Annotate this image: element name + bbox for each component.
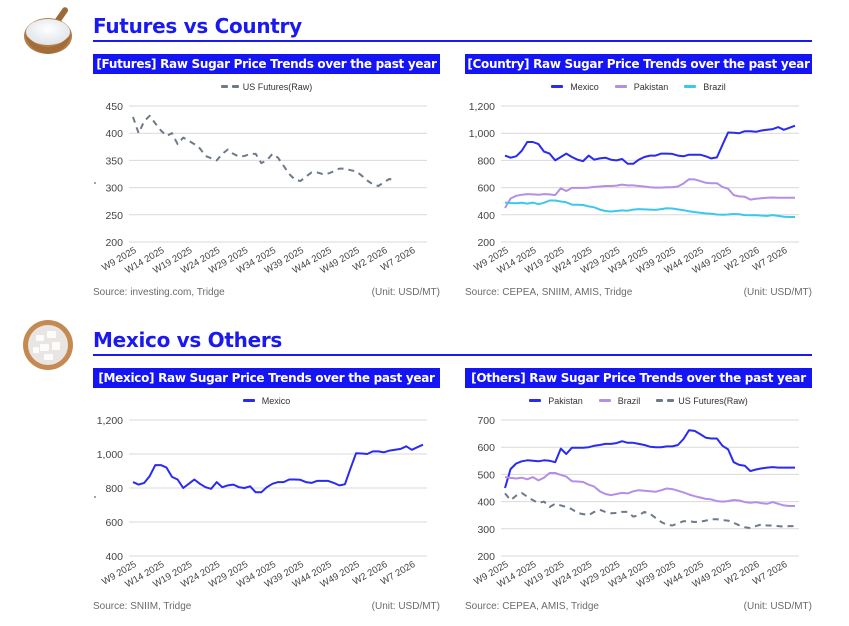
legend-swatch: [614, 85, 627, 88]
y-tick-label: 300: [105, 183, 123, 195]
y-tick-label: 600: [105, 517, 123, 529]
chart-panel-mexico: [Mexico] Raw Sugar Price Trends over the…: [93, 368, 440, 612]
section-divider: [93, 354, 812, 356]
section-title-mexico-vs-others: Mexico vs Others: [93, 328, 283, 352]
legend-swatch: [551, 85, 564, 88]
stray-dot: [94, 496, 96, 498]
y-tick-label: 600: [477, 183, 495, 195]
unit-note: (Unit: USD/MT): [743, 601, 812, 612]
legend-label: Brazil: [703, 81, 726, 92]
series-line-us-futures-raw: [504, 491, 795, 529]
source-note: Source: investing.com, Tridge: [93, 287, 225, 298]
series-line-pakistan: [504, 178, 795, 209]
rock-sugar-bowl-icon: [22, 317, 78, 373]
source-note: Source: CEPEA, SNIIM, AMIS, Tridge: [465, 287, 633, 298]
y-tick-label: 400: [105, 551, 123, 563]
chart-title: [Others] Raw Sugar Price Trends over the…: [465, 368, 812, 388]
legend-item[interactable]: US Futures(Raw): [656, 396, 748, 406]
y-tick-label: 1,000: [469, 128, 495, 140]
chart-title: [Country] Raw Sugar Price Trends over th…: [465, 54, 812, 74]
y-tick-label: 400: [477, 497, 495, 509]
series-line-brazil: [504, 472, 795, 507]
legend-item[interactable]: Brazil: [598, 395, 641, 406]
series-line-mexico: [504, 124, 796, 165]
stray-dot: [94, 182, 96, 184]
y-tick-label: 400: [105, 128, 123, 140]
legend-item[interactable]: Brazil: [684, 82, 726, 92]
section-divider: [93, 40, 812, 42]
legend-item[interactable]: Pakistan: [529, 396, 583, 406]
y-tick-label: 200: [105, 237, 123, 249]
y-tick-label: 800: [477, 155, 495, 167]
legend-swatch: [656, 399, 664, 402]
series-line-mexico: [132, 443, 424, 494]
legend-label: Mexico: [261, 395, 291, 406]
legend-swatch: [684, 85, 697, 88]
legend-swatch: [242, 399, 255, 402]
y-tick-label: 400: [477, 210, 495, 222]
source-note: Source: SNIIM, Tridge: [93, 601, 192, 612]
chart-title: [Futures] Raw Sugar Price Trends over th…: [93, 54, 440, 74]
legend-swatch: [598, 399, 611, 402]
y-tick-label: 200: [477, 551, 495, 563]
legend-item[interactable]: Mexico: [551, 82, 599, 92]
legend-swatch: [529, 399, 542, 402]
legend-label: Brazil: [617, 395, 641, 406]
y-tick-label: 300: [477, 524, 495, 536]
legend-item[interactable]: US Futures(Raw): [220, 81, 313, 92]
series-line-pakistan: [504, 429, 795, 489]
legend-swatch: [667, 399, 675, 402]
legend-item[interactable]: Mexico: [242, 395, 291, 406]
chart-panel-futures: [Futures] Raw Sugar Price Trends over th…: [93, 54, 440, 298]
y-tick-label: 1,200: [469, 101, 495, 113]
section-title-futures-vs-country: Futures vs Country: [93, 14, 302, 38]
legend-label: US Futures(Raw): [242, 81, 313, 92]
unit-note: (Unit: USD/MT): [743, 287, 812, 298]
legend-label: US Futures(Raw): [678, 395, 748, 406]
chart-legend: Pakistan Brazil US Futures(Raw): [465, 394, 812, 406]
series-line-brazil: [504, 199, 795, 218]
legend-label: Pakistan: [633, 81, 669, 92]
y-tick-label: 800: [105, 483, 123, 495]
chart-legend: Mexico: [93, 394, 440, 406]
unit-note: (Unit: USD/MT): [371, 601, 440, 612]
chart-legend: Mexico Pakistan Brazil: [465, 80, 812, 92]
y-tick-label: 1,200: [97, 415, 123, 427]
y-tick-label: 500: [477, 469, 495, 481]
chart-legend: US Futures(Raw): [93, 80, 440, 92]
y-tick-label: 350: [105, 155, 123, 167]
legend-label: Pakistan: [548, 395, 583, 406]
y-tick-label: 600: [477, 442, 495, 454]
y-tick-label: 200: [477, 237, 495, 249]
y-tick-label: 250: [105, 210, 123, 222]
y-tick-label: 450: [105, 101, 123, 113]
legend-swatch: [220, 85, 228, 88]
source-note: Source: CEPEA, AMIS, Tridge: [465, 601, 599, 612]
unit-note: (Unit: USD/MT): [371, 287, 440, 298]
legend-item[interactable]: Pakistan: [614, 81, 669, 92]
chart-title: [Mexico] Raw Sugar Price Trends over the…: [93, 368, 440, 388]
sugar-bowl-icon: [22, 2, 78, 58]
chart-panel-others: [Others] Raw Sugar Price Trends over the…: [465, 368, 812, 612]
y-tick-label: 700: [477, 415, 495, 427]
y-tick-label: 1,000: [97, 449, 123, 461]
chart-panel-country: [Country] Raw Sugar Price Trends over th…: [465, 54, 812, 298]
series-line-us-futures-raw: [132, 114, 396, 187]
legend-label: Mexico: [570, 81, 599, 92]
legend-swatch: [231, 85, 239, 88]
